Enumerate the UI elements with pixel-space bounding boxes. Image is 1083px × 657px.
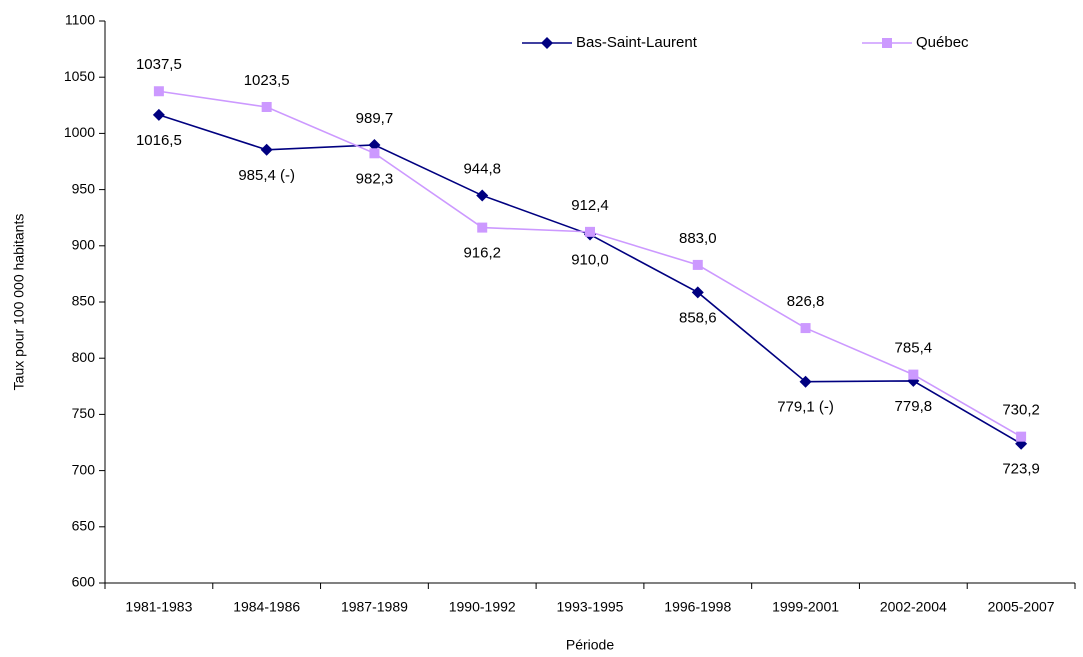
data-label: 730,2 [1002, 402, 1040, 419]
data-label: 779,8 [895, 398, 933, 415]
y-tick-label: 850 [72, 293, 96, 309]
point-marker [691, 286, 704, 299]
series-line [158, 114, 1022, 445]
data-label: 785,4 [895, 340, 933, 357]
data-label: 944,8 [463, 160, 501, 177]
data-label: 910,0 [571, 252, 609, 269]
data-label: 916,2 [463, 245, 501, 262]
y-tick-label: 900 [72, 237, 96, 253]
x-axis-label: Période [566, 637, 614, 653]
point-marker [585, 226, 595, 237]
x-tick-label: 1990-1992 [449, 599, 516, 615]
x-tick-label: 1999-2001 [772, 599, 839, 615]
x-tick-label: 2005-2007 [988, 599, 1055, 615]
data-label: 1023,5 [244, 72, 290, 89]
legend-marker [541, 37, 553, 49]
point-marker [152, 108, 165, 121]
data-label: 989,7 [356, 110, 394, 127]
point-marker [1016, 431, 1027, 442]
y-tick-label: 1050 [64, 68, 95, 84]
x-tick-label: 1981-1983 [125, 599, 192, 615]
y-tick-label: 600 [72, 574, 96, 590]
legend-marker [882, 38, 892, 48]
y-tick-label: 700 [72, 461, 96, 477]
point-marker [477, 222, 488, 233]
x-tick-label: 2002-2004 [880, 599, 947, 615]
x-tick-label: 1987-1989 [341, 599, 408, 615]
x-tick-label: 1984-1986 [233, 599, 300, 615]
y-tick-label: 950 [72, 180, 96, 196]
legend-label: Québec [916, 34, 969, 51]
point-marker [368, 138, 381, 151]
point-marker [153, 86, 164, 97]
data-label: 883,0 [679, 230, 717, 247]
x-tick-label: 1996-1998 [664, 599, 731, 615]
data-label: 985,4 (-) [238, 167, 295, 184]
y-axis-label: Taux pour 100 000 habitants [11, 214, 27, 391]
y-tick-label: 650 [72, 518, 96, 534]
legend-label: Bas-Saint-Laurent [576, 34, 698, 51]
point-marker [260, 143, 273, 156]
data-label: 779,1 (-) [777, 399, 834, 416]
y-tick-label: 800 [72, 349, 96, 365]
x-tick-label: 1993-1995 [557, 599, 624, 615]
data-label: 826,8 [787, 293, 825, 310]
point-marker [908, 369, 919, 380]
y-tick-label: 1000 [64, 124, 95, 140]
point-marker [476, 189, 489, 202]
point-marker [799, 375, 812, 388]
data-label: 858,6 [679, 309, 717, 326]
data-label: 912,4 [571, 197, 609, 214]
point-marker [692, 259, 703, 270]
data-label: 982,3 [356, 170, 394, 187]
y-tick-label: 750 [72, 405, 96, 421]
point-marker [369, 148, 380, 159]
y-tick-label: 1100 [65, 12, 95, 28]
point-marker [800, 323, 811, 334]
data-label: 723,9 [1002, 461, 1040, 478]
data-label: 1016,5 [136, 132, 182, 149]
point-marker [261, 101, 272, 112]
data-label: 1037,5 [136, 56, 182, 73]
